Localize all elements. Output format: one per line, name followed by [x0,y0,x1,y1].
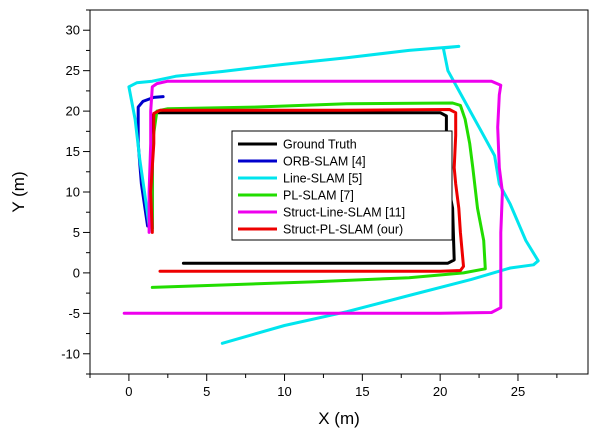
y-tick-label: -10 [61,346,80,361]
y-tick-label: 15 [66,144,80,159]
legend-box [231,130,453,241]
legend: Ground Truth ORB-SLAM [4] Line-SLAM [5] PL-… [231,130,453,241]
series-line [136,95,165,228]
y-tick-label: 0 [73,265,80,280]
x-tick-label: 5 [203,384,210,399]
series-line [149,108,465,273]
x-tick-label: 10 [277,384,291,399]
axis-ticks: 0 5 10 15 20 25 -10 -5 0 5 10 15 20 25 30 [61,9,558,399]
y-tick-label: 30 [66,23,80,38]
y-tick-label: 10 [66,185,80,200]
legend-label: PL-SLAM [7] [283,189,354,203]
legend-label: Struct-Line-SLAM [11] [283,206,405,220]
y-tick-label: 25 [66,63,80,78]
legend-label: Struct-PL-SLAM (our) [283,223,403,237]
y-tick-label: 5 [73,225,80,240]
series-lines [122,44,540,345]
x-tick-label: 20 [433,384,447,399]
y-tick-label: -5 [68,306,80,321]
y-tick-label: 20 [66,104,80,119]
legend-label: ORB-SLAM [4] [283,155,366,169]
y-axis-title: Y (m) [9,171,28,212]
legend-label: Ground Truth [283,138,357,152]
series-line [122,79,504,315]
x-tick-label: 15 [355,384,369,399]
x-tick-label: 0 [125,384,132,399]
x-tick-label: 25 [511,384,525,399]
series-line [127,44,540,345]
legend-label: Line-SLAM [5] [283,172,362,186]
x-axis-title: X (m) [318,409,360,428]
series-line [150,101,487,289]
